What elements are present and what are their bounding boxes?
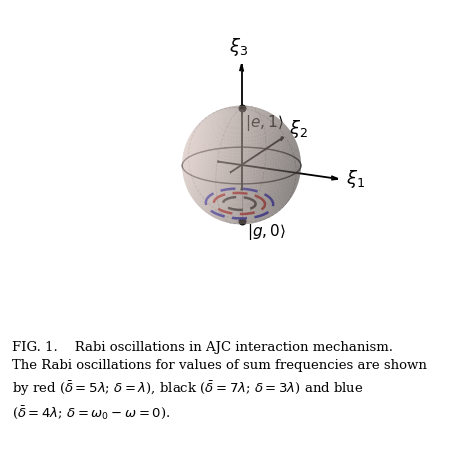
Text: FIG. 1.    Rabi oscillations in AJC interaction mechanism.
The Rabi oscillations: FIG. 1. Rabi oscillations in AJC interac… bbox=[12, 341, 427, 421]
